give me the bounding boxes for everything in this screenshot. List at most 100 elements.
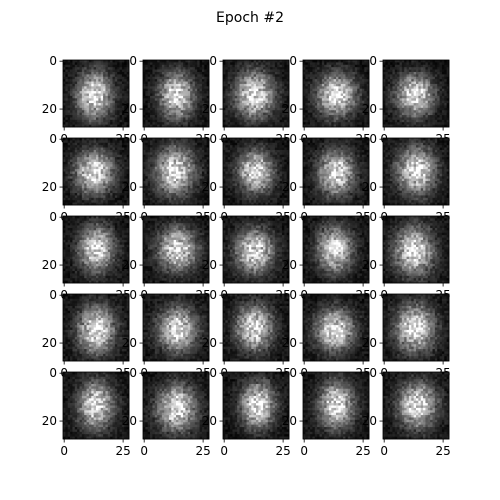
y-tick-label: 20 [362, 336, 377, 350]
axes-frame [62, 293, 130, 362]
y-tick-label: 0 [289, 288, 297, 302]
y-tick-label: 0 [369, 366, 377, 380]
axes-frame [142, 137, 210, 206]
axes-frame [142, 371, 210, 440]
generated-image [383, 60, 450, 128]
axes-frame [382, 371, 450, 440]
generated-image [303, 216, 370, 284]
y-tick-label: 0 [289, 132, 297, 146]
y-tick-label: 0 [129, 132, 137, 146]
subplot-r5-c5: 0 25 0 20 [362, 366, 451, 458]
y-tick-label: 0 [49, 366, 57, 380]
y-tick-label: 20 [42, 180, 57, 194]
y-tick-label: 0 [209, 366, 217, 380]
y-tick-label: 0 [49, 288, 57, 302]
y-tick-label: 0 [369, 54, 377, 68]
x-tick-label: 25 [275, 444, 290, 458]
y-tick-label: 0 [369, 210, 377, 224]
axes-frame [222, 59, 290, 128]
y-tick-label: 20 [362, 258, 377, 272]
axes-frame [222, 215, 290, 284]
axes-frame [302, 371, 370, 440]
generated-image [383, 138, 450, 206]
axes-frame [302, 293, 370, 362]
y-tick-label: 0 [289, 210, 297, 224]
y-tick-label: 20 [202, 414, 217, 428]
axes-frame [302, 215, 370, 284]
generated-image [223, 294, 290, 362]
axes-frame [222, 371, 290, 440]
y-tick-label: 20 [362, 102, 377, 116]
y-tick-label: 20 [42, 102, 57, 116]
generated-image [63, 60, 130, 128]
y-tick-label: 0 [129, 210, 137, 224]
subplot-r5-c1: 0 25 0 20 [42, 366, 131, 458]
axes-frame [302, 59, 370, 128]
axes-frame [142, 293, 210, 362]
generated-image [143, 294, 210, 362]
y-tick-label: 0 [209, 210, 217, 224]
y-tick-label: 20 [42, 258, 57, 272]
axes-frame [382, 137, 450, 206]
y-tick-label: 0 [129, 54, 137, 68]
y-tick-label: 20 [282, 180, 297, 194]
y-tick-label: 0 [49, 132, 57, 146]
y-tick-label: 20 [122, 102, 137, 116]
y-tick-label: 20 [122, 336, 137, 350]
generated-image [383, 372, 450, 440]
axes-frame [62, 215, 130, 284]
y-tick-label: 20 [202, 336, 217, 350]
axes-frame [382, 293, 450, 362]
x-tick-label: 0 [140, 444, 148, 458]
subplot-r5-c2: 0 25 0 20 [122, 366, 211, 458]
axes-frame [382, 59, 450, 128]
x-tick-label: 25 [115, 444, 130, 458]
y-tick-label: 20 [282, 336, 297, 350]
generated-image [223, 138, 290, 206]
y-tick-label: 20 [122, 414, 137, 428]
axes-frame [222, 137, 290, 206]
y-tick-label: 0 [289, 366, 297, 380]
y-tick-label: 20 [202, 258, 217, 272]
generated-image [303, 294, 370, 362]
y-tick-label: 0 [289, 54, 297, 68]
generated-image [223, 372, 290, 440]
y-tick-label: 0 [369, 132, 377, 146]
generated-image [303, 138, 370, 206]
y-tick-label: 20 [362, 180, 377, 194]
generated-image [303, 60, 370, 128]
x-tick-label: 0 [220, 444, 228, 458]
y-tick-label: 20 [122, 258, 137, 272]
y-tick-label: 0 [129, 288, 137, 302]
y-tick-label: 20 [362, 414, 377, 428]
y-tick-label: 0 [209, 288, 217, 302]
axes-frame [382, 215, 450, 284]
axes-frame [62, 137, 130, 206]
y-tick-label: 0 [49, 54, 57, 68]
x-tick-label: 25 [435, 444, 450, 458]
figure-title: Epoch #2 [216, 10, 284, 26]
x-tick-label: 0 [60, 444, 68, 458]
generated-image [143, 216, 210, 284]
x-tick-label: 0 [300, 444, 308, 458]
generated-image [63, 216, 130, 284]
y-tick-label: 20 [282, 414, 297, 428]
axes-frame [222, 293, 290, 362]
axes-frame [302, 137, 370, 206]
generated-image [143, 372, 210, 440]
generated-image [63, 138, 130, 206]
generated-image [223, 60, 290, 128]
y-tick-label: 20 [122, 180, 137, 194]
